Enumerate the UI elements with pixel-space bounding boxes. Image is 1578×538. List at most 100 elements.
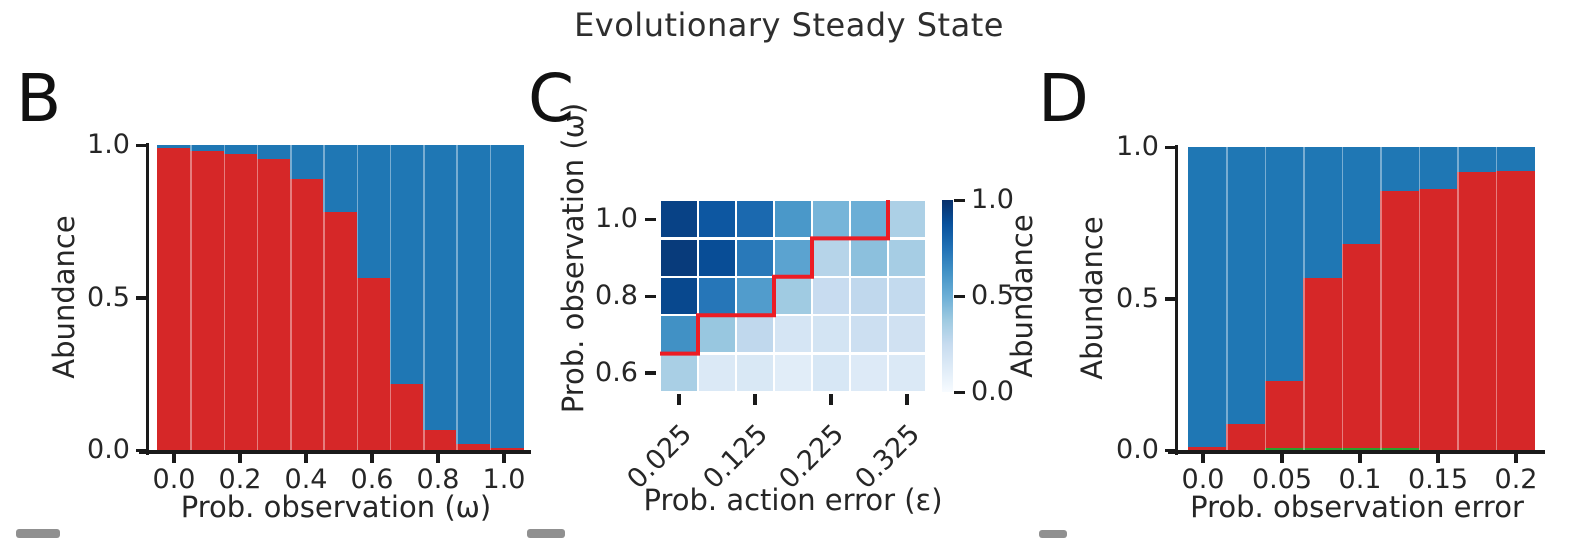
bar-separator	[323, 145, 325, 450]
y-tick-label: 0.5	[1116, 282, 1159, 314]
bar-separator	[1495, 147, 1498, 450]
bar-segment-green	[1303, 447, 1343, 450]
bar-separator	[1380, 147, 1382, 450]
bar-segment-red	[489, 447, 524, 450]
y-tick-label: 0.0	[87, 434, 130, 465]
colorbar-tick-label: 0.5	[971, 280, 1014, 311]
heatmap-cell	[889, 316, 925, 353]
bar-segment-green	[1264, 447, 1304, 450]
bar-segment-blue	[157, 145, 191, 149]
bar-segment-green	[1380, 448, 1420, 450]
heatmap-x-tick-mark	[829, 394, 833, 405]
colorbar-tick-mark	[954, 390, 965, 394]
colorbar	[942, 200, 953, 392]
x-tick-label: 0.8	[416, 464, 460, 495]
colorbar-tick-label: 1.0	[971, 184, 1014, 215]
x-tick-label: 0.4	[284, 464, 328, 495]
bar-separator	[1457, 147, 1459, 450]
panel-d-x-axis-label: Prob. observation error	[1190, 490, 1524, 524]
heatmap-y-tick-mark	[645, 294, 656, 298]
x-tick-label: 0.2	[1494, 464, 1538, 495]
bar-segment-blue	[323, 145, 358, 213]
bar-segment-blue	[1303, 147, 1343, 278]
bar-separator	[1226, 147, 1228, 450]
bar-segment-red	[157, 148, 191, 450]
x-tick-mark	[502, 453, 506, 463]
bar-separator	[389, 145, 392, 450]
bar-segment-red	[1264, 380, 1304, 448]
heatmap-cell	[889, 201, 925, 238]
x-tick-mark	[1358, 453, 1362, 463]
bar-segment-blue	[389, 145, 424, 385]
cropped-next-row-panel-stub	[527, 529, 565, 538]
heatmap-cell	[889, 239, 925, 276]
bar-segment-red	[323, 212, 358, 450]
heatmap-cell	[851, 201, 887, 238]
heatmap-cell	[813, 316, 849, 353]
bar-segment-red	[1418, 188, 1458, 450]
bar-segment-blue	[1188, 147, 1228, 447]
bar-separator	[223, 145, 226, 450]
heatmap-x-tick-mark	[677, 394, 681, 405]
heatmap-cell	[737, 278, 773, 314]
x-tick-mark	[1514, 453, 1518, 463]
heatmap-y-tick-label: 0.8	[595, 280, 638, 311]
bar-segment-blue	[190, 145, 225, 152]
x-tick-label: 0.0	[1181, 464, 1225, 495]
bar-segment-blue	[489, 145, 524, 448]
x-tick-mark	[172, 453, 176, 463]
bar-segment-red	[1457, 172, 1497, 450]
heatmap-x-tick-mark	[753, 394, 757, 405]
y-tick-mark	[1165, 448, 1175, 452]
bar-segment-red	[290, 178, 324, 450]
cropped-next-row-panel-stub	[16, 529, 60, 538]
bar-segment-blue	[423, 145, 458, 431]
bar-separator	[356, 145, 359, 450]
x-tick-label: 0.05	[1251, 464, 1313, 495]
heatmap-cell	[737, 354, 773, 391]
x-tick-label: 0.0	[152, 464, 196, 495]
x-tick-label: 0.6	[350, 464, 394, 495]
panel-letter-b: B	[16, 60, 62, 137]
panel-letter-d: D	[1038, 60, 1089, 137]
heatmap-cell	[813, 201, 849, 238]
bar-separator	[290, 145, 292, 450]
x-axis-spine	[1168, 450, 1545, 454]
x-tick-label: 0.2	[218, 464, 262, 495]
x-tick-mark	[304, 453, 308, 463]
y-tick-mark	[1165, 297, 1175, 301]
panel-letter-c: C	[528, 60, 575, 137]
x-tick-mark	[370, 453, 374, 463]
heatmap-cell	[889, 354, 925, 391]
figure-title: Evolutionary Steady State	[574, 6, 1004, 44]
bar-separator	[190, 145, 192, 450]
heatmap-y-tick-mark	[645, 217, 656, 222]
heatmap-cell	[661, 239, 697, 276]
heatmap-cell	[737, 316, 773, 353]
heatmap-cell	[699, 278, 735, 314]
y-tick-label: 1.0	[87, 129, 130, 160]
heatmap-y-tick-label: 1.0	[595, 203, 638, 235]
heatmap-cell	[813, 278, 849, 314]
heatmap-cell	[889, 278, 925, 314]
heatmap-cell	[661, 278, 697, 314]
x-tick-mark	[1280, 453, 1284, 463]
x-tick-mark	[1201, 453, 1205, 463]
bar-segment-blue	[256, 145, 291, 159]
bar-segment-red	[1495, 170, 1535, 450]
x-tick-label: 0.15	[1407, 464, 1469, 495]
colorbar-tick-label: 0.0	[971, 376, 1014, 407]
heatmap-cell	[661, 354, 697, 391]
heatmap-x-tick-mark	[905, 394, 909, 405]
y-tick-label: 0.0	[1116, 434, 1159, 465]
bar-segment-blue	[1495, 147, 1535, 171]
bar-segment-blue	[223, 145, 258, 155]
bar-segment-blue	[1264, 147, 1304, 381]
x-tick-mark	[436, 453, 440, 463]
heatmap-cell	[737, 201, 773, 238]
bar-separator	[1264, 147, 1267, 450]
bar-segment-red	[1303, 277, 1343, 448]
bar-segment-blue	[1457, 147, 1497, 173]
bar-segment-green	[1341, 447, 1381, 450]
